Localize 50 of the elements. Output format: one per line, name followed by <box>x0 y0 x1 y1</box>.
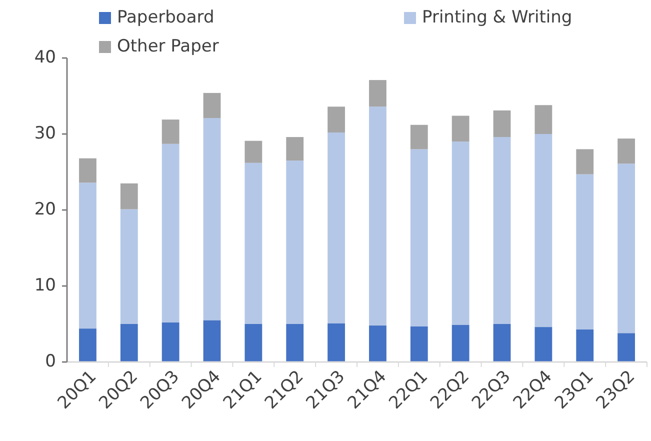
bar <box>534 134 552 328</box>
bar <box>328 132 345 324</box>
bar <box>244 162 262 324</box>
bar <box>618 333 635 362</box>
bar <box>576 329 594 362</box>
y-tick-label: 40 <box>34 48 56 68</box>
bar <box>410 124 428 150</box>
bar <box>79 158 96 183</box>
bar <box>120 209 138 324</box>
bar <box>244 324 262 362</box>
bar <box>534 105 552 134</box>
bar <box>328 323 345 362</box>
bar <box>162 144 180 322</box>
bar <box>79 328 96 362</box>
bar <box>120 183 138 210</box>
bar <box>618 138 635 164</box>
y-tick-label: 10 <box>34 276 56 296</box>
y-tick-label: 30 <box>34 124 56 144</box>
bar <box>286 324 304 362</box>
bar <box>162 322 180 362</box>
bar <box>244 140 262 163</box>
bar <box>369 80 386 107</box>
bar <box>369 326 386 362</box>
bar <box>410 149 428 326</box>
bar <box>618 164 635 334</box>
bar <box>369 106 386 326</box>
bar <box>203 320 221 362</box>
bar <box>286 137 304 161</box>
bar <box>534 327 552 362</box>
legend-label: Other Paper <box>117 36 219 57</box>
y-tick-label: 20 <box>34 200 56 220</box>
bar <box>493 137 511 324</box>
legend-label: Paperboard <box>117 8 214 28</box>
bar <box>203 118 221 320</box>
bar <box>493 324 511 362</box>
bar <box>286 160 304 324</box>
bar <box>576 174 594 330</box>
bar <box>452 142 470 325</box>
bar <box>203 92 221 118</box>
bar <box>576 149 594 174</box>
bar <box>452 324 470 362</box>
legend-label: Printing & Writing <box>422 8 572 28</box>
bar <box>410 326 428 362</box>
bar <box>79 182 96 329</box>
bar <box>452 116 470 142</box>
bar <box>493 110 511 138</box>
bar <box>120 324 138 362</box>
bar <box>328 106 345 132</box>
bar <box>162 120 180 144</box>
y-tick-label: 0 <box>45 352 56 372</box>
